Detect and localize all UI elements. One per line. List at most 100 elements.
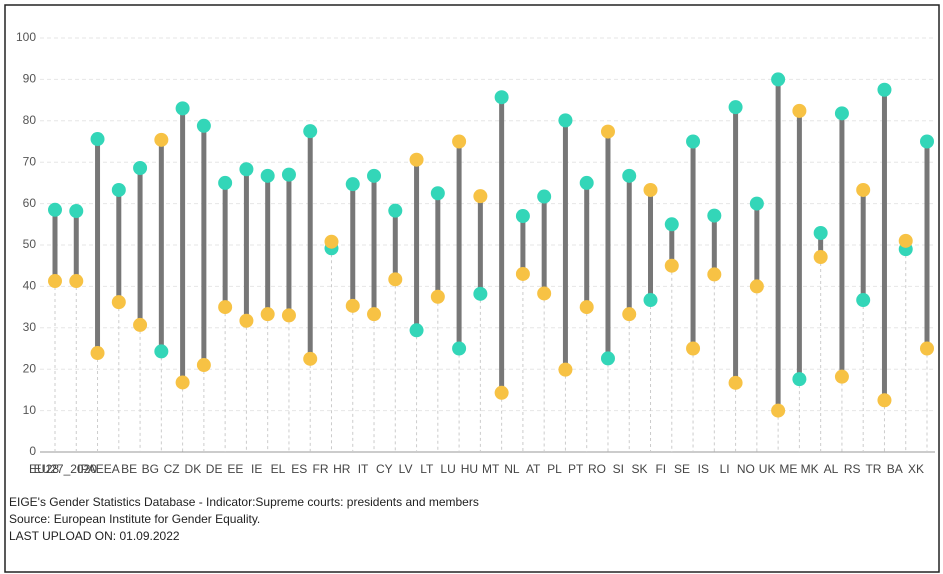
dot [133, 160, 148, 175]
dot [856, 182, 871, 197]
dot [218, 175, 233, 190]
dot [813, 250, 828, 265]
y-tick-label: 50 [23, 237, 37, 251]
dot [239, 313, 254, 328]
x-tick-label: EE [227, 462, 243, 476]
dot [345, 298, 360, 313]
dot [686, 341, 701, 356]
y-tick-label: 30 [23, 320, 37, 334]
dot [728, 100, 743, 115]
x-tick-label: XK [908, 462, 924, 476]
dot [707, 267, 722, 282]
note: Source: European Institute for Gender Eq… [9, 512, 261, 526]
dot [558, 113, 573, 128]
dot [175, 101, 190, 116]
dot [239, 162, 254, 177]
x-tick-label: IT [358, 462, 369, 476]
dot [260, 168, 275, 183]
x-tick-label: LT [420, 462, 434, 476]
dot [133, 317, 148, 332]
dot [877, 393, 892, 408]
x-tick-label: AL [824, 462, 839, 476]
dot [218, 300, 233, 315]
dot [90, 346, 105, 361]
x-tick-label: IS [698, 462, 709, 476]
dot [430, 289, 445, 304]
dot [792, 103, 807, 118]
y-tick-label: 40 [23, 279, 37, 293]
dot [281, 167, 296, 182]
x-tick-label: EU27_2020 [34, 462, 98, 476]
dot [600, 124, 615, 139]
dot [175, 375, 190, 390]
x-tick-label: UK [759, 462, 776, 476]
y-tick-label: 80 [23, 113, 37, 127]
dot [388, 272, 403, 287]
dot [643, 293, 658, 308]
dot [48, 274, 62, 289]
dot [345, 177, 360, 192]
dot [260, 307, 275, 322]
dot [324, 234, 339, 249]
y-tick-label: 0 [29, 444, 36, 458]
dot [664, 258, 679, 273]
dot [813, 225, 828, 240]
dot [686, 134, 701, 149]
x-tick-label: NL [504, 462, 520, 476]
x-tick-label: PL [547, 462, 562, 476]
x-tick-label: HU [461, 462, 478, 476]
dot [409, 152, 424, 167]
dot [473, 286, 488, 301]
note: LAST UPLOAD ON: 01.09.2022 [9, 529, 180, 543]
dot [792, 372, 807, 387]
dot [622, 168, 637, 183]
y-tick-label: 100 [16, 30, 36, 44]
x-tick-label: RS [844, 462, 861, 476]
dot [111, 182, 126, 197]
dot [537, 286, 552, 301]
x-tick-label: SK [632, 462, 648, 476]
dot [515, 266, 530, 281]
dot [69, 204, 84, 219]
dot [281, 308, 296, 323]
x-tick-label: SE [674, 462, 690, 476]
dot [430, 186, 445, 201]
dot [834, 106, 849, 121]
x-tick-label: CZ [164, 462, 180, 476]
dot [749, 196, 764, 211]
frame [4, 4, 940, 573]
dot [664, 217, 679, 232]
dot [90, 132, 105, 147]
x-tick-label: DK [185, 462, 202, 476]
dot [515, 209, 530, 224]
dot [643, 182, 658, 197]
x-tick-label: ES [291, 462, 307, 476]
dot [771, 403, 786, 418]
dot [367, 307, 382, 322]
dot [728, 375, 743, 390]
x-tick-label: HR [333, 462, 351, 476]
x-tick-label: LU [440, 462, 455, 476]
dot [69, 274, 84, 289]
x-tick-label: SI [613, 462, 624, 476]
dot [877, 82, 892, 97]
dot [111, 295, 126, 310]
x-tick-label: EU28 [29, 462, 59, 476]
x-tick-label: NO [737, 462, 755, 476]
x-tick-label: CY [376, 462, 393, 476]
dot [452, 341, 467, 356]
x-tick-label: FR [312, 462, 328, 476]
x-tick-label: BG [142, 462, 159, 476]
y-tick-label: 60 [23, 196, 37, 210]
x-tick-label: AT [526, 462, 541, 476]
dot [600, 351, 615, 366]
y-tick-label: 70 [23, 154, 37, 168]
dot [48, 202, 62, 217]
x-tick-label: LI [720, 462, 730, 476]
dot [856, 293, 871, 308]
dot [388, 203, 403, 218]
x-tick-label: DE [206, 462, 223, 476]
x-tick-label: TR [865, 462, 881, 476]
x-tick-label: MK [801, 462, 819, 476]
x-tick-label: IPA [77, 462, 95, 476]
